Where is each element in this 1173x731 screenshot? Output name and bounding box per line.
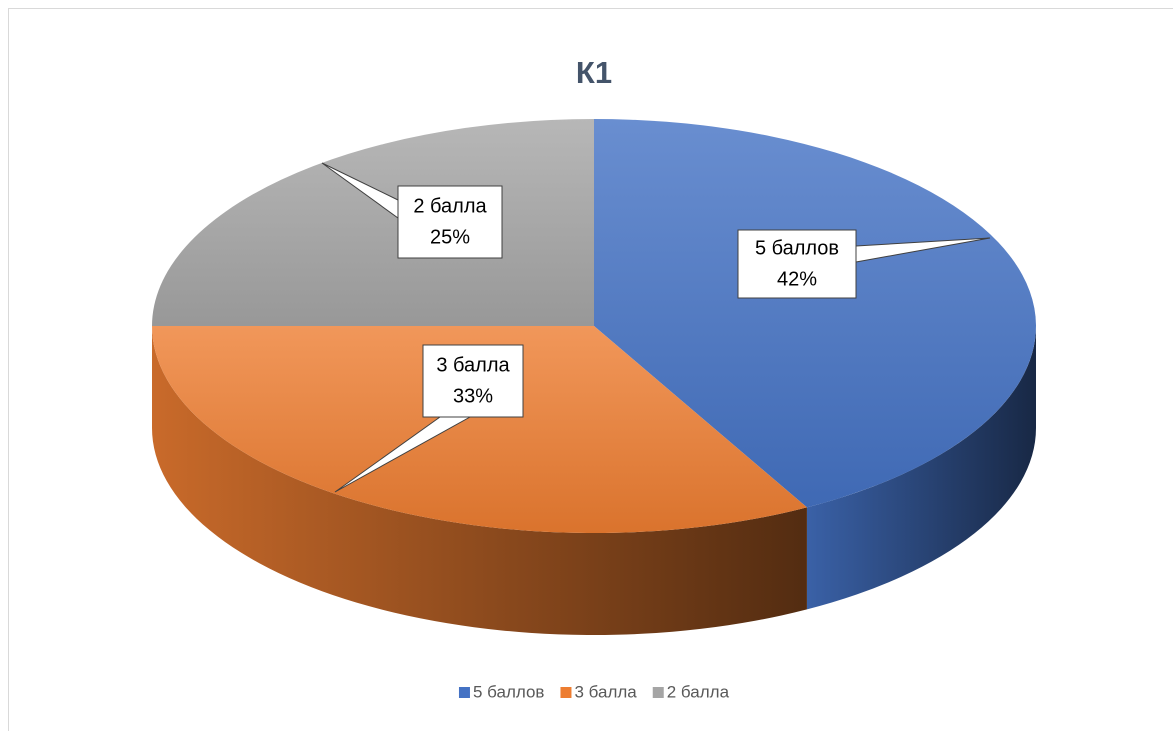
slice	[152, 119, 594, 326]
legend-label: 3 балла	[574, 682, 637, 701]
chart-title: К1	[576, 55, 612, 90]
data-label-category: 3 балла	[436, 354, 510, 376]
data-label-category: 5 баллов	[755, 237, 839, 259]
slice-side	[806, 326, 1036, 610]
callout-box	[397, 185, 503, 259]
legend-item: 3 балла	[560, 682, 637, 701]
callout-box	[422, 344, 524, 418]
legend-label: 5 баллов	[473, 682, 545, 701]
legend-item: 2 балла	[652, 682, 730, 701]
data-label-value: 25%	[430, 226, 470, 248]
pie-tops	[152, 119, 1037, 533]
data-label-category: 2 балла	[413, 195, 487, 217]
legend-item: 5 баллов	[458, 682, 545, 701]
pie-sides	[152, 326, 1036, 636]
slice	[594, 119, 1037, 508]
legend: 5 баллов 3 балла 2 балла	[458, 682, 730, 701]
legend-swatch	[652, 687, 664, 698]
data-label-value: 33%	[453, 385, 493, 407]
legend-swatch	[560, 687, 572, 698]
data-labels: 5 баллов 42% 3 балла 33% 2 балла 25%	[321, 162, 991, 493]
slice-side	[152, 326, 807, 636]
callout-box	[737, 229, 857, 299]
slice	[152, 326, 807, 533]
data-label-value: 42%	[777, 268, 817, 290]
legend-swatch	[458, 687, 470, 698]
legend-label: 2 балла	[667, 682, 730, 701]
